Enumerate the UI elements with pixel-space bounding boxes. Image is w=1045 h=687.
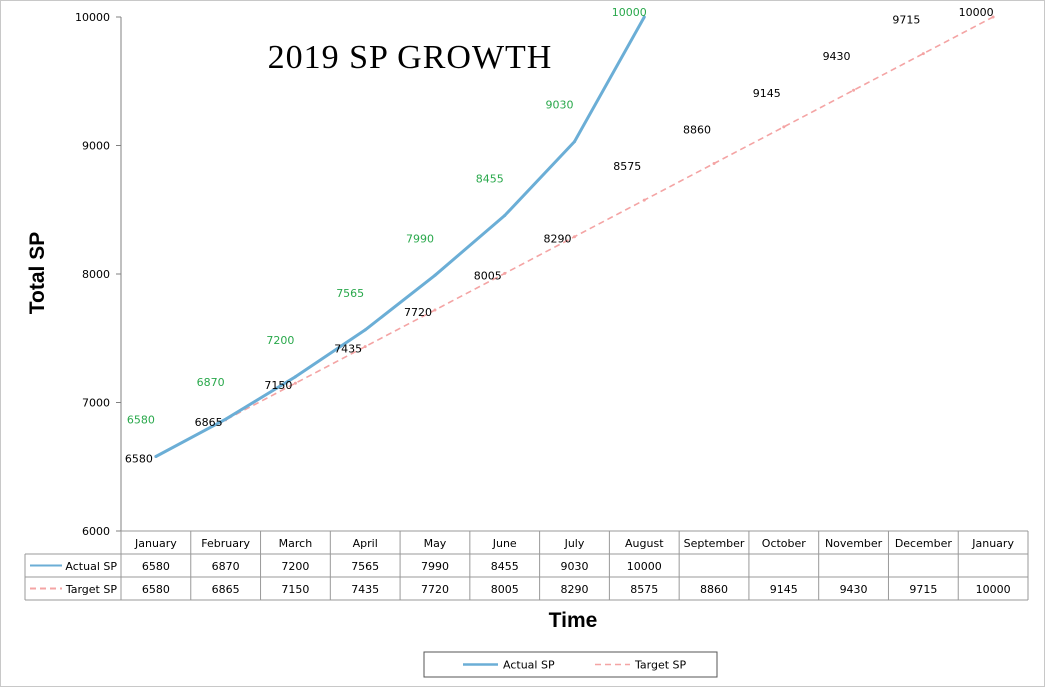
series-lines <box>154 15 995 458</box>
data-label: 6870 <box>197 376 225 389</box>
data-point <box>433 308 437 312</box>
data-label: 7990 <box>406 232 434 245</box>
data-label: 7720 <box>404 306 432 319</box>
data-point <box>852 88 856 92</box>
table-cell-value: 6870 <box>212 560 240 573</box>
table-cell-value: 7990 <box>421 560 449 573</box>
table-cell-value: 10000 <box>976 583 1011 596</box>
data-point <box>154 454 158 458</box>
data-point <box>503 214 507 218</box>
category-label: May <box>424 537 447 550</box>
data-point <box>642 198 646 202</box>
category-label: September <box>684 537 745 550</box>
table-cell-value: 9715 <box>909 583 937 596</box>
data-point <box>573 235 576 239</box>
data-point <box>293 381 297 385</box>
table-cell-value: 8575 <box>630 583 658 596</box>
data-point <box>363 328 367 332</box>
table-cell-value: 8290 <box>561 583 589 596</box>
data-label: 7435 <box>334 343 362 356</box>
data-labels: 6580 6870 7200 7565 7990 8455 9030 10000 6580 686… <box>125 6 994 465</box>
legend-label: Actual SP <box>503 659 555 672</box>
category-label: July <box>564 537 585 550</box>
data-point <box>224 417 228 421</box>
category-label: February <box>201 537 250 550</box>
data-label: 7200 <box>266 334 294 347</box>
category-label: December <box>895 537 953 550</box>
data-label: 9715 <box>892 14 920 27</box>
data-label: 8290 <box>544 233 572 246</box>
table-cell-value: 7150 <box>281 583 309 596</box>
table-cell-value: 8860 <box>700 583 728 596</box>
category-label: January <box>971 537 1014 550</box>
data-point <box>921 52 925 56</box>
data-point <box>712 161 716 165</box>
series-line <box>155 16 646 458</box>
data-point <box>642 15 646 19</box>
category-label: November <box>825 537 883 550</box>
table-cell-value: 6580 <box>142 583 170 596</box>
category-label: March <box>279 537 313 550</box>
data-label: 9030 <box>546 99 574 112</box>
table-cell-value: 7720 <box>421 583 449 596</box>
y-tick-label: 9000 <box>82 140 110 153</box>
y-tick-label: 10000 <box>75 11 110 24</box>
table-cell-value: 10000 <box>627 560 662 573</box>
table-cell-value: 7200 <box>281 560 309 573</box>
y-tick-label: 6000 <box>82 525 110 538</box>
data-label: 6580 <box>127 413 155 426</box>
data-point <box>573 140 576 144</box>
data-table: January February March April May June July Augu… <box>24 530 1029 601</box>
legend: Actual SP Target SP <box>423 651 718 678</box>
y-axis-title: Total SP <box>26 232 49 314</box>
category-label: January <box>134 537 177 550</box>
table-cell-value: 7565 <box>351 560 379 573</box>
chart-title: 2019 SP GROWTH <box>268 39 553 76</box>
data-label: 6865 <box>195 416 223 429</box>
y-axis: 6000 7000 8000 9000 10000 <box>75 11 122 538</box>
table-series-name: Target SP <box>65 583 118 596</box>
table-cell-value: 9145 <box>770 583 798 596</box>
data-label: 7150 <box>264 379 292 392</box>
table-cell-value: 6580 <box>142 560 170 573</box>
data-point <box>363 345 367 349</box>
category-label: October <box>762 537 806 550</box>
category-label: June <box>492 537 517 550</box>
data-point <box>433 273 437 277</box>
data-label: 9430 <box>823 50 851 63</box>
table-cell-value: 8005 <box>491 583 519 596</box>
y-tick-label: 8000 <box>82 268 110 281</box>
table-cell-value: 9030 <box>561 560 589 573</box>
data-point <box>782 125 786 129</box>
table-cell-value: 6865 <box>212 583 240 596</box>
legend-label: Target SP <box>634 659 687 672</box>
data-label: 8455 <box>476 173 504 186</box>
data-label: 8575 <box>613 160 641 173</box>
data-point <box>293 375 297 379</box>
data-label: 9145 <box>753 87 781 100</box>
data-label: 6580 <box>125 452 153 465</box>
data-label: 10000 <box>959 6 994 19</box>
table-cell-value: 8455 <box>491 560 519 573</box>
y-tick-label: 7000 <box>82 397 110 410</box>
table-cell-value: 7435 <box>351 583 379 596</box>
data-label: 10000 <box>612 6 647 19</box>
x-axis-title: Time <box>549 609 598 632</box>
data-point <box>503 271 507 275</box>
table-series-name: Actual SP <box>65 560 117 573</box>
data-label: 8860 <box>683 123 711 136</box>
data-label: 8005 <box>474 269 502 282</box>
category-label: August <box>625 537 664 550</box>
data-point <box>991 15 995 19</box>
data-label: 7565 <box>336 287 364 300</box>
table-cell-value: 9430 <box>840 583 868 596</box>
category-label: April <box>353 537 378 550</box>
